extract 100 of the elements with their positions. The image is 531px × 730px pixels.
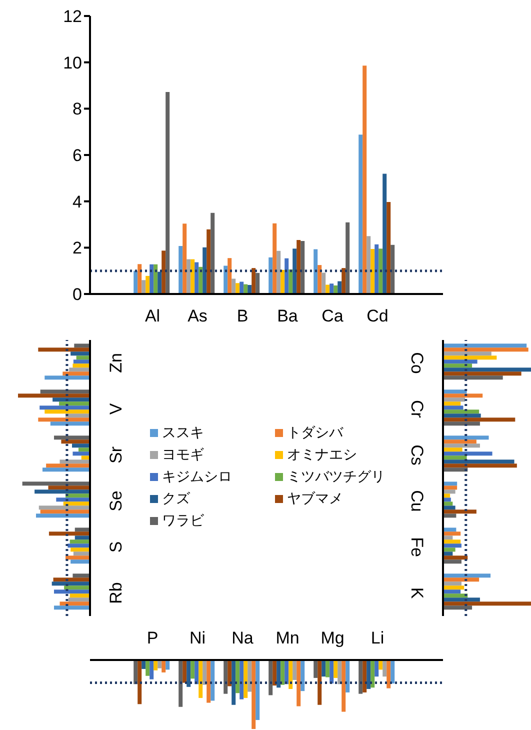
legend-label: ワラビ: [162, 512, 204, 530]
y-tick-label: 4: [72, 192, 82, 212]
y-tick-label: 10: [63, 53, 82, 72]
bar: [228, 258, 232, 294]
bar: [443, 372, 522, 376]
bar: [326, 284, 330, 294]
legend-label: ミツバツチグリ: [287, 468, 385, 486]
bar: [322, 272, 326, 294]
bar: [206, 229, 211, 294]
y-tick-label: Sr: [106, 446, 126, 464]
bar: [443, 514, 456, 518]
legend-label: ススキ: [162, 424, 204, 442]
y-tick-label: Cr: [408, 400, 426, 418]
bar: [443, 460, 514, 464]
bar: [443, 532, 461, 536]
bar: [443, 590, 461, 594]
bar: [386, 202, 391, 294]
bar: [443, 348, 528, 352]
bar: [443, 464, 517, 468]
bar: [224, 266, 228, 294]
bar: [390, 244, 395, 294]
bar: [443, 406, 464, 410]
bar: [158, 272, 162, 294]
bar: [280, 270, 285, 294]
bar: [154, 264, 158, 294]
bar: [443, 602, 531, 606]
legend-label: クズ: [162, 490, 190, 508]
legend-label: ヤブマメ: [287, 490, 343, 508]
y-tick-label: Rb: [106, 582, 126, 604]
bar: [443, 486, 458, 490]
bar: [256, 272, 260, 294]
bar: [443, 402, 461, 406]
x-tick-label: As: [188, 306, 208, 326]
bar: [443, 586, 464, 590]
bar: [296, 240, 301, 294]
bar: [370, 249, 375, 294]
bar: [443, 582, 462, 586]
bar: [138, 264, 142, 294]
y-tick-label: Se: [106, 490, 126, 512]
bar: [276, 250, 281, 294]
y-tick-label: Cs: [408, 444, 426, 466]
bar: [443, 560, 462, 564]
bar: [378, 248, 383, 294]
bar: [284, 258, 289, 294]
bar: [314, 249, 318, 294]
x-tick-label: Ba: [277, 306, 298, 326]
legend-label: トダシバ: [287, 424, 343, 442]
bar: [366, 236, 371, 294]
bar: [362, 66, 367, 294]
bar: [318, 265, 322, 294]
bar: [232, 278, 236, 294]
bar: [162, 250, 166, 294]
bar: [443, 598, 480, 602]
bar: [178, 246, 183, 294]
bar: [443, 440, 476, 444]
bar: [443, 398, 465, 402]
bar: [443, 548, 456, 552]
bar: [443, 360, 478, 364]
bar: [240, 282, 244, 294]
y-tick-label: 6: [72, 146, 82, 166]
x-tick-label: Ni: [189, 628, 206, 648]
bar: [443, 556, 468, 560]
bar: [443, 410, 480, 414]
legend-label: キジムシロ: [162, 468, 232, 486]
y-tick-label: Zn: [106, 353, 126, 373]
y-tick-label: K: [408, 587, 426, 600]
bar: [202, 247, 207, 294]
y-tick-label: 8: [72, 100, 82, 119]
bar: [194, 262, 199, 294]
y-tick-label: S: [106, 541, 126, 553]
bar: [443, 594, 468, 598]
x-tick-label: Na: [232, 628, 254, 648]
bar: [236, 283, 240, 294]
x-tick-label: Ca: [322, 306, 344, 326]
bar: [443, 506, 456, 510]
bar: [443, 528, 456, 532]
bar: [338, 281, 342, 294]
bar: [443, 452, 492, 456]
y-tick-label: Co: [408, 352, 426, 374]
bar: [443, 482, 458, 486]
bar: [443, 436, 489, 440]
bar: [346, 222, 350, 294]
x-tick-label: Li: [370, 628, 384, 648]
x-tick-label: Mn: [276, 628, 300, 648]
bar: [358, 134, 363, 294]
bar: [443, 376, 503, 380]
y-tick-label: V: [106, 402, 126, 415]
bar: [443, 544, 462, 548]
bar: [443, 468, 468, 472]
bar: [443, 448, 462, 452]
y-tick-label: Fe: [408, 537, 426, 557]
bar: [252, 268, 256, 294]
x-tick-label: B: [236, 306, 248, 326]
x-tick-label: Al: [144, 306, 160, 326]
legend-label: オミナエシ: [287, 446, 357, 464]
bar: [443, 578, 480, 582]
bar: [443, 390, 467, 394]
bar: [443, 456, 467, 460]
bar: [443, 422, 480, 426]
bar: [198, 266, 203, 294]
